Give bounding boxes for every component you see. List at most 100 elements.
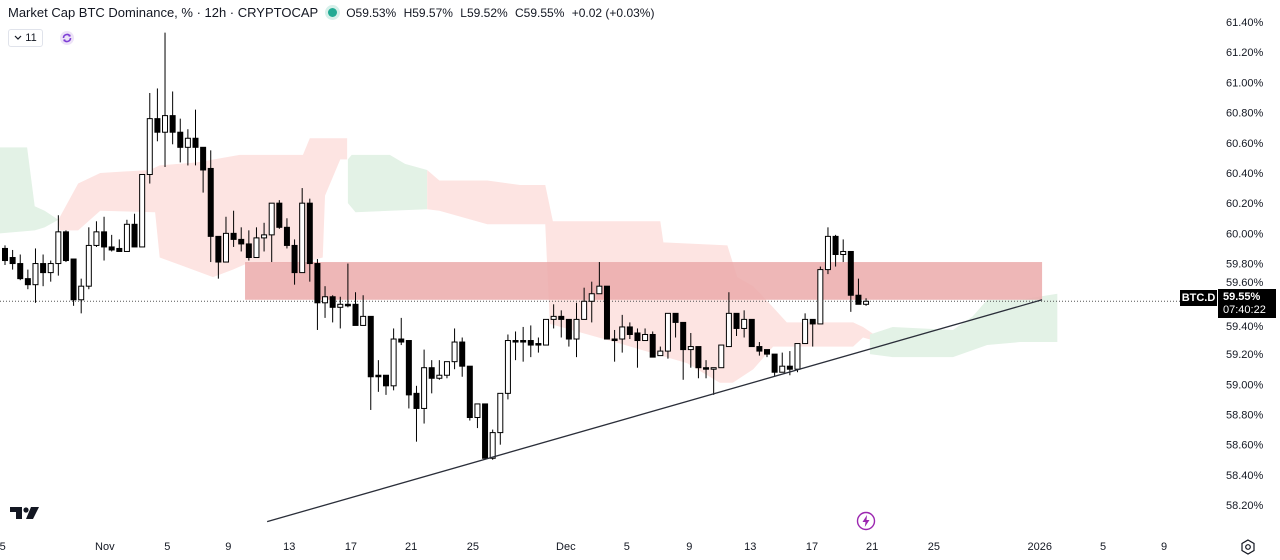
candle-body-down: [276, 202, 283, 228]
candle-body-up: [162, 115, 169, 133]
candle: [840, 239, 847, 263]
candle-body-down: [367, 315, 374, 378]
candle-body-up: [93, 231, 100, 246]
symbol-title[interactable]: Market Cap BTC Dominance, % · 12h · CRYP…: [8, 5, 319, 20]
change-value: +0.02 (+0.03%): [571, 5, 655, 20]
market-status-dot[interactable]: [328, 8, 338, 17]
candle-body-up: [474, 403, 481, 419]
candle-body-down: [169, 115, 176, 133]
candle: [322, 286, 329, 318]
candle: [169, 91, 176, 145]
candle: [596, 262, 603, 295]
candle: [40, 254, 47, 287]
price-axis[interactable]: 61.40% 61.20% 61.00% 60.80% 60.60% 60.40% 60.2…: [1226, 17, 1264, 512]
candle-body-down: [520, 340, 527, 343]
candle: [634, 328, 641, 368]
candle: [558, 310, 565, 338]
candle: [687, 332, 694, 368]
chevron-down-icon: [14, 35, 22, 40]
candle: [253, 227, 260, 259]
candle-body-down: [558, 315, 565, 320]
price-tick-label: 59.20%: [1226, 349, 1264, 361]
candle-body-down: [329, 296, 336, 308]
time-tick-label: 17: [806, 541, 818, 553]
candle-body-down: [672, 312, 679, 323]
lightning-icon[interactable]: [856, 511, 876, 531]
candle: [314, 259, 321, 330]
candle: [649, 331, 656, 358]
tradingview-logo-icon[interactable]: [10, 505, 42, 521]
candle: [764, 349, 770, 358]
candle-body-down: [200, 146, 207, 171]
indicators-toggle-button[interactable]: 11: [8, 29, 43, 47]
candle-body-down: [847, 250, 854, 296]
candle-body-down: [459, 341, 466, 367]
price-tick-label: 59.00%: [1226, 379, 1264, 391]
candle: [474, 403, 481, 429]
candle-body-down: [9, 257, 16, 265]
candle-body-up: [146, 118, 153, 175]
candle: [489, 429, 496, 460]
candle-body-down: [603, 285, 610, 340]
candle-body-up: [85, 244, 92, 287]
candle: [78, 278, 85, 314]
candle: [177, 118, 184, 163]
candle: [802, 313, 809, 345]
candle-body-down: [230, 232, 237, 240]
candle-body-down: [535, 343, 542, 346]
candle: [771, 353, 778, 377]
candle: [482, 403, 489, 459]
candle-body-up: [710, 367, 717, 370]
time-tick-label: 5: [1100, 541, 1106, 553]
candle: [527, 325, 534, 358]
candle-body-up: [222, 232, 229, 263]
trendline[interactable]: [266, 299, 1043, 523]
time-tick-label: 21: [405, 541, 417, 553]
candle-body-up: [573, 318, 580, 340]
settings-icon[interactable]: [1240, 539, 1256, 555]
candle-body-up: [619, 326, 626, 340]
candle-body-down: [24, 278, 31, 286]
candle: [367, 315, 374, 410]
candle: [695, 346, 702, 379]
candle-body-up: [802, 318, 809, 345]
candle: [93, 221, 100, 247]
candle-body-up: [596, 285, 603, 295]
candle: [817, 266, 824, 325]
candle: [55, 215, 62, 276]
candle-body-up: [687, 346, 694, 351]
candle-body-up: [78, 285, 85, 301]
candle: [520, 326, 527, 362]
time-tick-label: 13: [744, 541, 756, 553]
candle-body-up: [421, 367, 428, 409]
candle: [855, 278, 862, 305]
time-axis[interactable]: 25 Nov 5 9 13 17 21 25 Dec 5 9 13 17 21 25 2026 5 9: [0, 541, 1167, 553]
time-tick-label: 13: [283, 541, 295, 553]
candle: [207, 150, 214, 263]
price-tick-label: 61.40%: [1226, 17, 1264, 29]
candle: [215, 235, 222, 279]
ichimoku-cloud: [0, 138, 1058, 383]
candle: [573, 302, 580, 358]
price-tick-label: 60.80%: [1226, 108, 1264, 120]
candle-body-up: [588, 293, 595, 302]
candle: [62, 230, 69, 263]
candle-body-down: [352, 303, 359, 326]
candle-body-up: [718, 344, 725, 369]
candle-body-up: [253, 237, 260, 259]
candle-body-down: [283, 226, 290, 246]
candle-body-up: [581, 300, 588, 320]
candle: [306, 198, 313, 282]
candle: [680, 321, 687, 380]
candle: [101, 216, 108, 261]
candle-body-down: [626, 326, 633, 335]
candle-body-down: [748, 318, 755, 348]
support-trendline[interactable]: [266, 299, 1043, 523]
candle-body-up: [261, 234, 268, 239]
resistance-zone-rect: [245, 262, 1043, 300]
candle: [154, 88, 161, 142]
refresh-icon[interactable]: [60, 31, 74, 45]
candle: [9, 249, 16, 270]
candle-body-up: [337, 303, 344, 308]
